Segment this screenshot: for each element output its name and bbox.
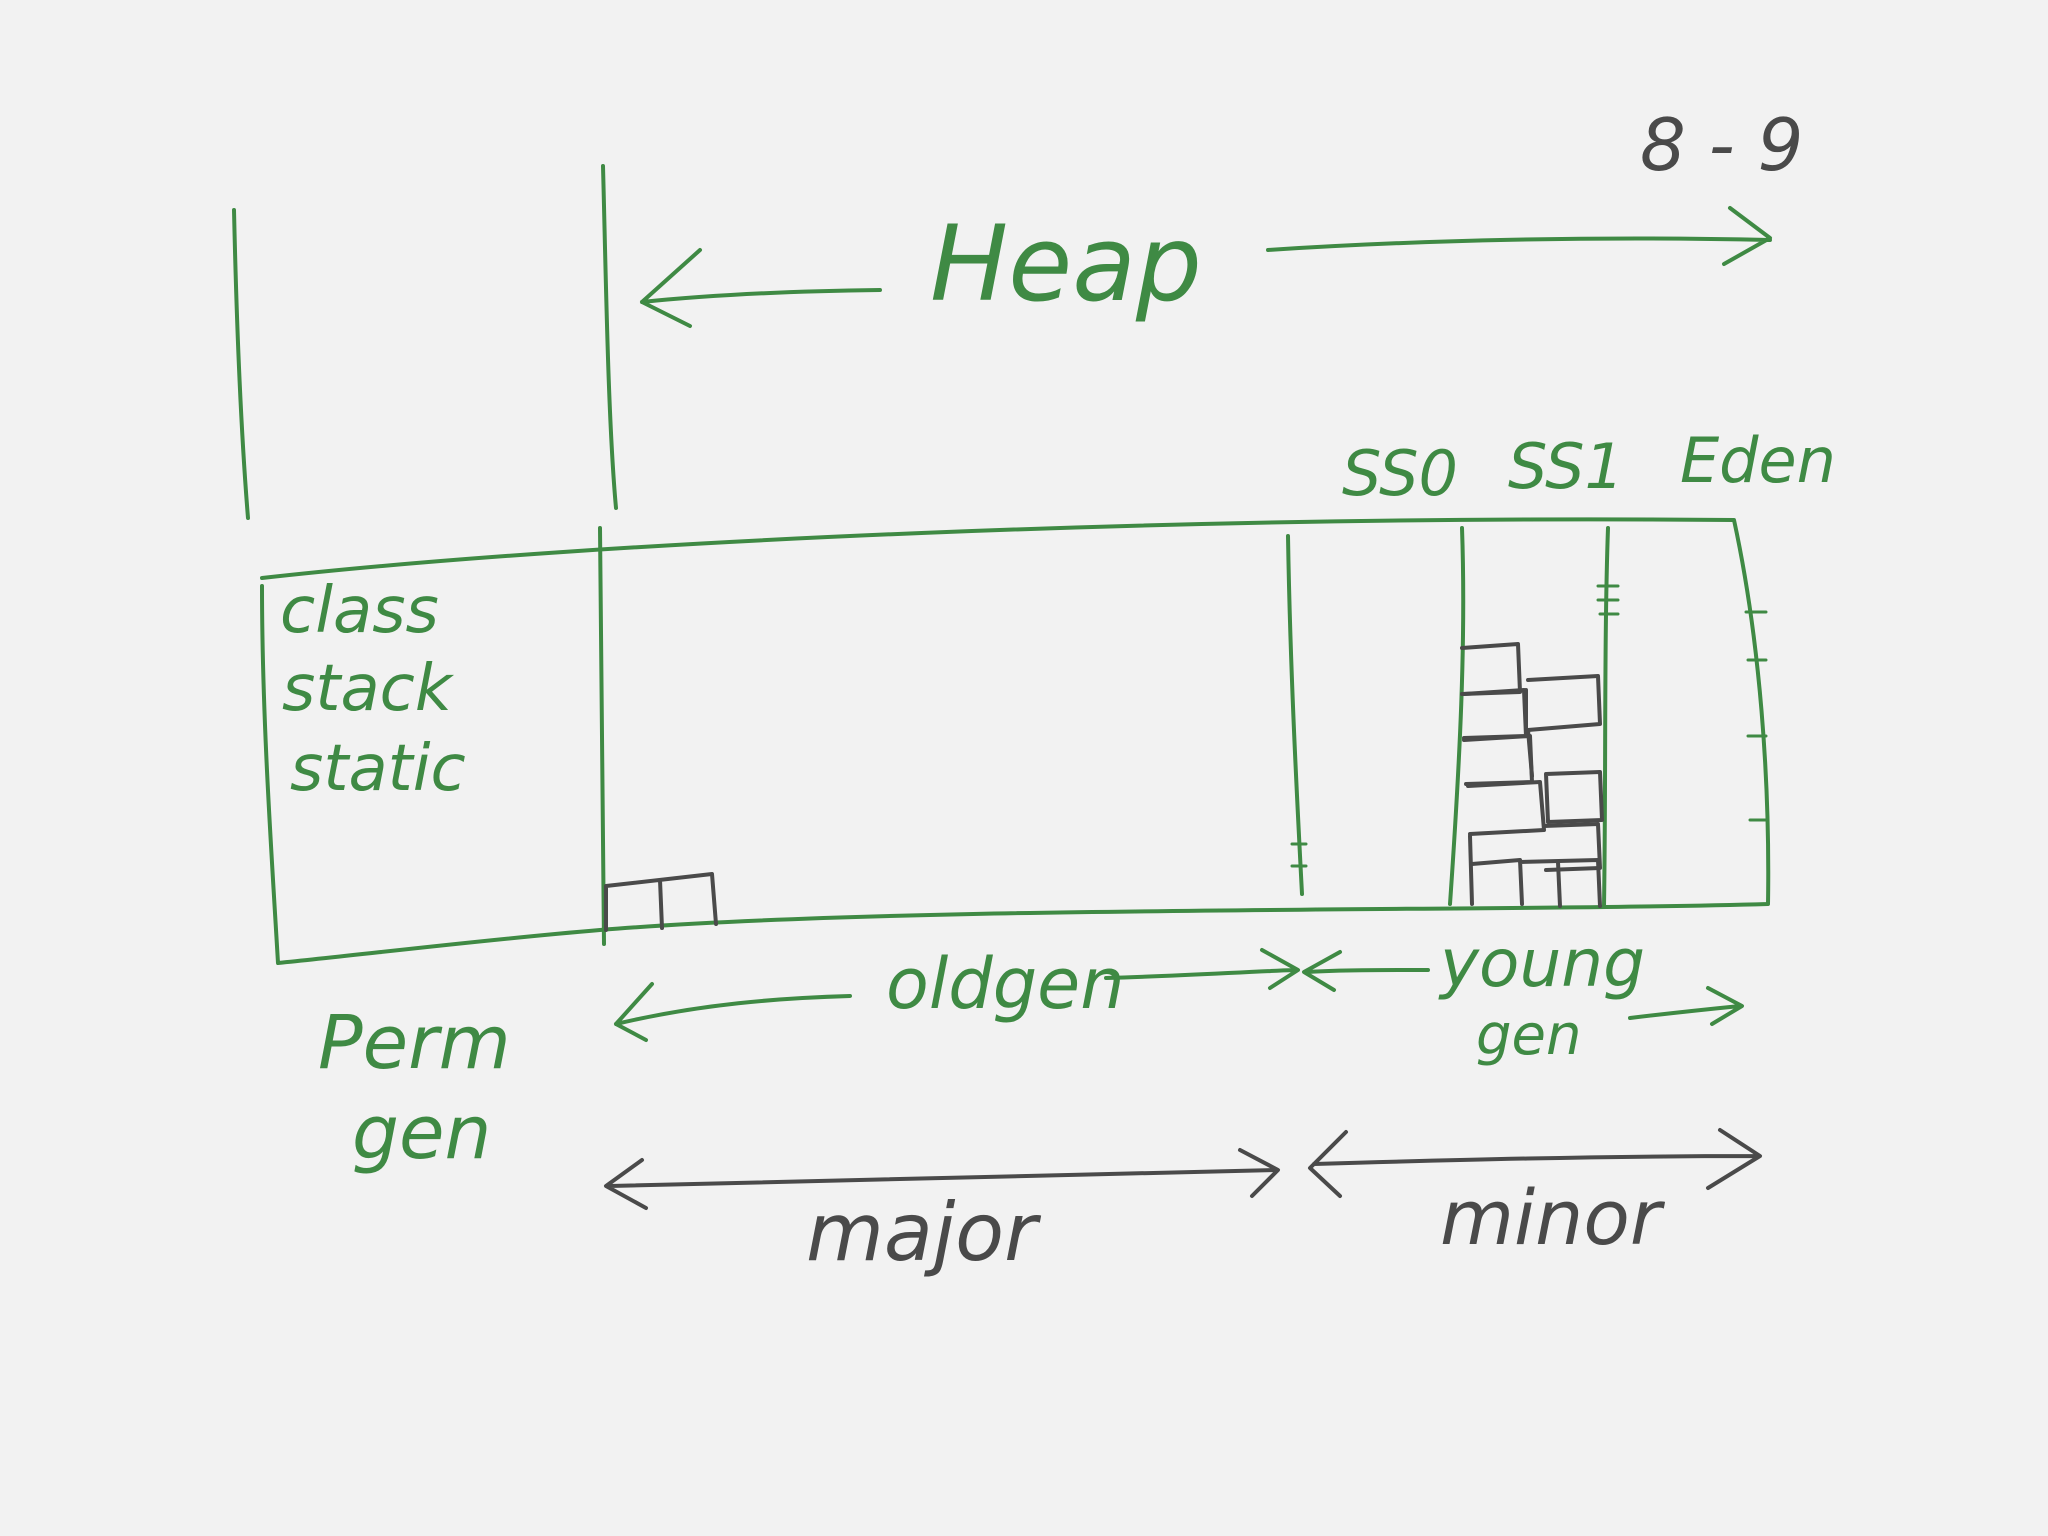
young-gen-label-line2: gen [1476,1003,1582,1068]
heap-left-boundary-line [601,164,618,510]
major-gc-arrow [604,1148,1280,1210]
old-gen-label: oldgen [886,943,1125,1025]
ss0-ss1-divider [1448,526,1466,906]
major-gc-label: major [806,1186,1042,1279]
perm-gen-label-line2: gen [352,1090,491,1176]
old-gen-arrow-left [614,982,852,1042]
perm-top-boundary-line [232,208,250,520]
old-young-divider [1286,534,1304,896]
divider-ticks [1290,584,1768,868]
ss1-eden-divider [1602,526,1610,908]
young-gen-label-line1: young [1438,925,1645,1002]
perm-content-class: class [280,574,439,648]
memory-box-outline [260,517,1771,965]
minor-gc-arrow [1308,1128,1762,1198]
heap-arrow-left [640,248,882,328]
heap-size-note: 8 - 9 [1640,103,1803,187]
perm-content-stack: stack [282,652,455,726]
heap-arrow-right [1266,206,1772,266]
old-gen-arrow-right [1104,948,1300,990]
perm-gen-label-line1: Perm [318,1000,511,1086]
eden-label: Eden [1680,424,1836,497]
minor-gc-label: minor [1440,1173,1666,1262]
perm-content-static: static [290,732,466,806]
perm-old-divider [598,526,606,946]
survivor-objects [1460,642,1604,908]
young-gen-arrow-left [1302,950,1430,992]
survivor-space-1-label: SS1 [1508,430,1624,503]
heap-label: Heap [930,203,1202,325]
young-gen-arrow-right [1628,986,1744,1026]
survivor-space-0-label: SS0 [1342,437,1458,510]
old-gen-objects [604,872,718,932]
